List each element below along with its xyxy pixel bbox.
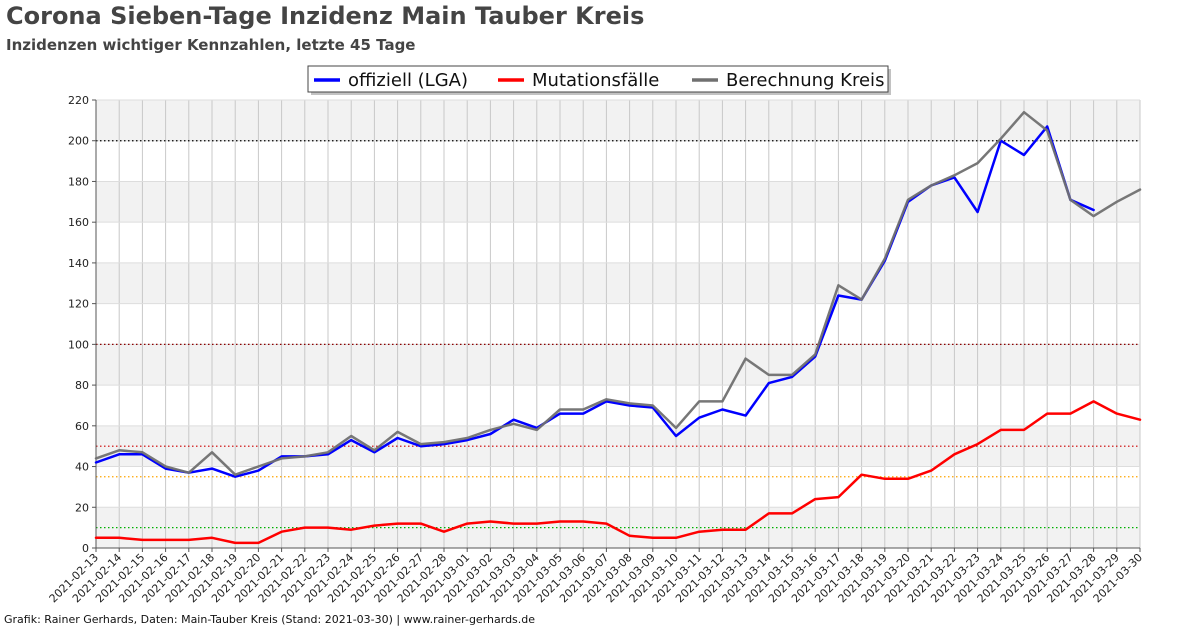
y-tick-label: 20 — [75, 501, 89, 514]
y-tick-label: 60 — [75, 420, 89, 433]
y-tick-label: 0 — [82, 542, 89, 555]
legend-box — [307, 65, 889, 93]
background-band — [96, 262, 1140, 304]
legend-label: Berechnung Kreis — [726, 70, 884, 91]
y-tick-label: 180 — [68, 175, 89, 188]
y-tick-labels: 0 20 40 60 80 100 120 140 160 180 200 220 — [68, 94, 96, 555]
x-tick-labels: 2021-02-132021-02-142021-02-152021-02-16… — [47, 548, 1145, 605]
background-band — [96, 181, 1140, 223]
background-band — [96, 425, 1140, 467]
background-band — [96, 344, 1140, 386]
series-line — [94, 110, 1142, 476]
series-lines — [94, 110, 1142, 545]
y-tick-label: 200 — [68, 135, 89, 148]
chart-title: Corona Sieben-Tage Inzidenz Main Tauber … — [6, 2, 645, 30]
y-tick-label: 140 — [68, 257, 89, 270]
y-tick-label: 80 — [75, 379, 89, 392]
y-tick-label: 160 — [68, 216, 89, 229]
legend: offiziell (LGA) Mutationsfälle Berechnung … — [307, 65, 891, 95]
y-tick-label: 40 — [75, 461, 89, 474]
axes — [95, 100, 1140, 549]
chart-subtitle: Inzidenzen wichtiger Kennzahlen, letzte … — [6, 36, 416, 54]
background-band — [96, 507, 1140, 548]
horizontal-gridlines — [96, 99, 1140, 549]
background-bands — [96, 100, 1140, 548]
y-tick-label: 220 — [68, 94, 89, 107]
y-tick-label: 120 — [68, 298, 89, 311]
background-band — [96, 100, 1140, 141]
source-credit: Grafik: Rainer Gerhards, Daten: Main-Tau… — [4, 613, 536, 626]
series-line — [94, 400, 1142, 545]
y-tick-label: 100 — [68, 338, 89, 351]
vertical-gridlines — [95, 100, 1141, 548]
legend-label: offiziell (LGA) — [348, 70, 468, 91]
legend-label: Mutationsfälle — [532, 70, 659, 91]
